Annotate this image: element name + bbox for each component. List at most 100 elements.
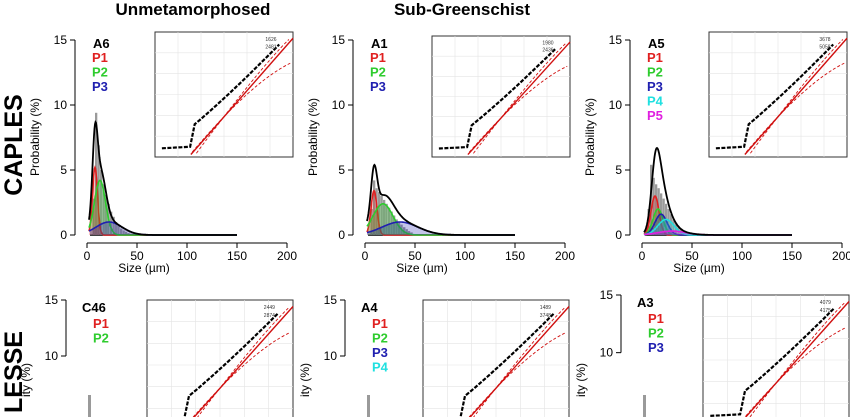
inset-label-2: 4175	[820, 308, 831, 314]
total-curve	[366, 163, 515, 236]
legend-p1: P1	[92, 50, 108, 65]
legend-p2: P2	[648, 326, 664, 341]
total-curve	[643, 146, 792, 236]
sample-label: A1	[371, 36, 388, 51]
fit-ci-lower	[191, 62, 291, 153]
panel-a6: 0 5 10 15 Probability (%) 0 50 100 150 200 Size (µ…	[28, 31, 297, 275]
legend-p3: P3	[648, 340, 664, 355]
inset-label-2: 2481	[265, 44, 276, 50]
x-tick-label: 100	[455, 249, 475, 263]
x-tick-label: 150	[227, 249, 247, 263]
fit-ci-upper	[473, 42, 567, 154]
legend-p3: P3	[372, 345, 388, 360]
hist-bar	[667, 209, 670, 235]
x-tick-label: 50	[408, 249, 422, 263]
legend-p4: P4	[647, 94, 664, 109]
legend-p3: P3	[647, 79, 663, 94]
inset-label-2: 2874	[264, 313, 275, 319]
y-axis-label: Probability (%)	[306, 98, 320, 176]
x-tick-label: 0	[362, 249, 369, 263]
y-tick-label: 15	[609, 33, 623, 47]
inset-label-1: 1980	[542, 40, 553, 46]
y-tick-label: 15	[332, 33, 346, 47]
hist-bar	[112, 216, 115, 235]
inset-probability-plot: 1489 3748	[422, 299, 570, 417]
row-label-caples: CAPLES	[0, 94, 28, 195]
y-tick-label: 15	[54, 33, 68, 47]
data-points	[183, 312, 280, 417]
total-curve	[88, 120, 237, 236]
x-tick-label: 100	[732, 249, 752, 263]
legend-p1: P1	[648, 311, 664, 326]
legend-p4: P4	[372, 360, 389, 375]
inset-label-1: 4079	[820, 300, 831, 306]
y-tick-label: 10	[324, 349, 338, 363]
inset-probability-plot: 1980 2436	[431, 35, 571, 158]
fit-line	[193, 306, 294, 417]
legend-p2: P2	[647, 65, 663, 80]
x-axis-label: Size (µm)	[118, 261, 170, 275]
legend-p3: P3	[370, 79, 386, 94]
legend-p3: P3	[92, 79, 108, 94]
hist-bar	[380, 196, 383, 235]
x-tick-label: 100	[177, 249, 197, 263]
y-tick-label: 5	[338, 163, 345, 177]
fit-ci-upper	[473, 307, 565, 417]
inset-label-1: 2449	[264, 305, 275, 311]
inset-probability-plot: 4079 4175	[702, 294, 850, 417]
sample-label: A4	[361, 300, 378, 315]
data-points	[710, 307, 836, 417]
y-axis-label: Probability (%)	[583, 98, 597, 176]
legend-p2: P2	[93, 331, 109, 346]
fit-ci-lower	[192, 332, 291, 417]
hist-bar	[405, 229, 408, 235]
legend-p1: P1	[647, 50, 663, 65]
x-tick-label: 200	[555, 249, 575, 263]
fit-line	[467, 41, 571, 156]
legend-p2: P2	[372, 331, 388, 346]
panel-a1: 0 5 10 15 Probability (%) 0 50 100 150 200 Size (µ…	[306, 33, 575, 275]
sample-label: A6	[93, 36, 110, 51]
x-axis-label: Size (µm)	[673, 261, 725, 275]
fit-ci-upper	[749, 302, 845, 417]
sample-label: C46	[82, 300, 106, 315]
y-tick-label: 0	[615, 228, 622, 242]
hist-bar	[652, 177, 655, 235]
y-tick-label: 15	[324, 293, 338, 307]
legend-p5: P5	[647, 108, 663, 123]
fit-ci-upper	[196, 39, 290, 154]
hist-bar	[670, 214, 673, 235]
y-axis-label: ity (%)	[298, 363, 312, 397]
y-axis-label: Probability (%)	[28, 98, 42, 176]
legend-p1: P1	[93, 316, 109, 331]
y-axis-label: ity (%)	[574, 363, 588, 397]
hist-bar	[408, 231, 411, 235]
inset-label-1: 1489	[540, 305, 551, 311]
y-axis-label: ity (%)	[19, 363, 33, 397]
y-tick-label: 10	[600, 346, 614, 360]
inset-label-1: 1626	[265, 37, 276, 43]
data-points	[459, 312, 556, 417]
fit-line	[190, 37, 294, 155]
hist-bar	[367, 395, 370, 417]
header-sub-greenschist: Sub-Greenschist	[394, 0, 530, 19]
x-tick-label: 200	[277, 249, 297, 263]
fit-line	[469, 306, 570, 417]
y-tick-label: 15	[45, 293, 59, 307]
sample-label: A3	[637, 295, 654, 310]
x-tick-label: 200	[832, 249, 850, 263]
inset-label-2: 5058	[819, 44, 830, 50]
fit-ci-lower	[468, 332, 567, 417]
y-tick-label: 10	[609, 98, 623, 112]
x-tick-label: 50	[130, 249, 144, 263]
fit-ci-lower	[745, 62, 845, 153]
hist-bar	[122, 230, 125, 235]
fit-line	[744, 301, 850, 417]
x-tick-label: 50	[685, 249, 699, 263]
inset-label-2: 2436	[542, 48, 553, 54]
